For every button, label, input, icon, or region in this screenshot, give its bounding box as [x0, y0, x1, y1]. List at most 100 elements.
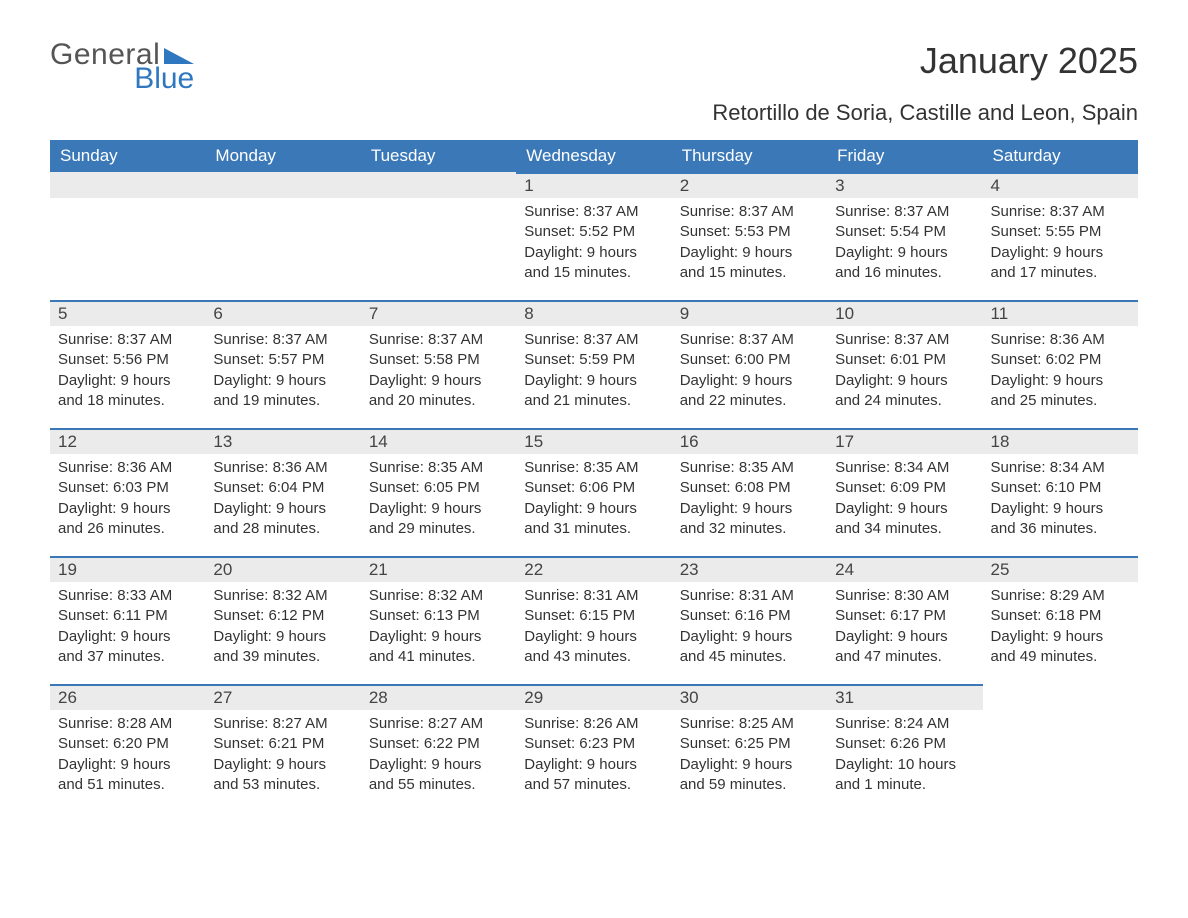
day-line-d1: Daylight: 9 hours [991, 371, 1130, 391]
day-line-d2: and 39 minutes. [213, 647, 352, 667]
day-line-d1: Daylight: 9 hours [369, 755, 508, 775]
day-body: Sunrise: 8:36 AMSunset: 6:02 PMDaylight:… [983, 326, 1138, 411]
day-line-d2: and 55 minutes. [369, 775, 508, 795]
day-line-d2: and 15 minutes. [524, 263, 663, 283]
day-number: 23 [672, 556, 827, 582]
day-line-d2: and 43 minutes. [524, 647, 663, 667]
day-number: 1 [516, 172, 671, 198]
day-line-d2: and 15 minutes. [680, 263, 819, 283]
day-body: Sunrise: 8:37 AMSunset: 5:53 PMDaylight:… [672, 198, 827, 283]
day-body: Sunrise: 8:25 AMSunset: 6:25 PMDaylight:… [672, 710, 827, 795]
day-body: Sunrise: 8:35 AMSunset: 6:06 PMDaylight:… [516, 454, 671, 539]
day-line-d1: Daylight: 9 hours [680, 499, 819, 519]
logo-triangle-icon [164, 44, 194, 64]
calendar-week-row: 12Sunrise: 8:36 AMSunset: 6:03 PMDayligh… [50, 428, 1138, 556]
calendar-cell: 7Sunrise: 8:37 AMSunset: 5:58 PMDaylight… [361, 300, 516, 428]
day-number: 3 [827, 172, 982, 198]
page-subtitle: Retortillo de Soria, Castille and Leon, … [50, 100, 1138, 126]
calendar-cell: 8Sunrise: 8:37 AMSunset: 5:59 PMDaylight… [516, 300, 671, 428]
calendar-cell: 2Sunrise: 8:37 AMSunset: 5:53 PMDaylight… [672, 172, 827, 300]
day-line-d2: and 36 minutes. [991, 519, 1130, 539]
weekday-header: Friday [827, 140, 982, 172]
weekday-header: Tuesday [361, 140, 516, 172]
day-number: 30 [672, 684, 827, 710]
day-body: Sunrise: 8:27 AMSunset: 6:22 PMDaylight:… [361, 710, 516, 795]
day-body: Sunrise: 8:35 AMSunset: 6:05 PMDaylight:… [361, 454, 516, 539]
day-line-d1: Daylight: 9 hours [680, 371, 819, 391]
day-line-sr: Sunrise: 8:36 AM [58, 458, 197, 478]
weekday-header: Monday [205, 140, 360, 172]
day-line-d1: Daylight: 9 hours [524, 755, 663, 775]
day-line-d1: Daylight: 9 hours [58, 499, 197, 519]
calendar-cell: 29Sunrise: 8:26 AMSunset: 6:23 PMDayligh… [516, 684, 671, 812]
day-body: Sunrise: 8:37 AMSunset: 5:58 PMDaylight:… [361, 326, 516, 411]
calendar-cell: 21Sunrise: 8:32 AMSunset: 6:13 PMDayligh… [361, 556, 516, 684]
day-number: 29 [516, 684, 671, 710]
day-line-ss: Sunset: 6:22 PM [369, 734, 508, 754]
day-number: 4 [983, 172, 1138, 198]
calendar-cell: 22Sunrise: 8:31 AMSunset: 6:15 PMDayligh… [516, 556, 671, 684]
day-line-d2: and 20 minutes. [369, 391, 508, 411]
day-body: Sunrise: 8:30 AMSunset: 6:17 PMDaylight:… [827, 582, 982, 667]
day-line-d2: and 25 minutes. [991, 391, 1130, 411]
day-line-ss: Sunset: 6:25 PM [680, 734, 819, 754]
day-line-sr: Sunrise: 8:37 AM [835, 202, 974, 222]
day-line-d1: Daylight: 9 hours [369, 499, 508, 519]
day-number: 7 [361, 300, 516, 326]
day-line-d1: Daylight: 9 hours [58, 755, 197, 775]
calendar-cell: 14Sunrise: 8:35 AMSunset: 6:05 PMDayligh… [361, 428, 516, 556]
day-line-ss: Sunset: 6:12 PM [213, 606, 352, 626]
day-number: 20 [205, 556, 360, 582]
day-line-sr: Sunrise: 8:37 AM [835, 330, 974, 350]
day-body: Sunrise: 8:36 AMSunset: 6:03 PMDaylight:… [50, 454, 205, 539]
page-title: January 2025 [920, 40, 1138, 82]
day-line-d1: Daylight: 9 hours [213, 499, 352, 519]
day-number: 22 [516, 556, 671, 582]
day-line-ss: Sunset: 6:18 PM [991, 606, 1130, 626]
calendar-cell: 18Sunrise: 8:34 AMSunset: 6:10 PMDayligh… [983, 428, 1138, 556]
day-line-sr: Sunrise: 8:35 AM [680, 458, 819, 478]
day-body: Sunrise: 8:27 AMSunset: 6:21 PMDaylight:… [205, 710, 360, 795]
day-line-ss: Sunset: 5:58 PM [369, 350, 508, 370]
day-line-ss: Sunset: 6:21 PM [213, 734, 352, 754]
day-line-d2: and 1 minute. [835, 775, 974, 795]
day-number: 28 [361, 684, 516, 710]
day-body: Sunrise: 8:37 AMSunset: 5:54 PMDaylight:… [827, 198, 982, 283]
calendar-cell [361, 172, 516, 300]
day-line-sr: Sunrise: 8:24 AM [835, 714, 974, 734]
weekday-header: Sunday [50, 140, 205, 172]
day-line-d1: Daylight: 9 hours [524, 243, 663, 263]
day-number: 19 [50, 556, 205, 582]
weekday-header: Wednesday [516, 140, 671, 172]
day-line-ss: Sunset: 6:04 PM [213, 478, 352, 498]
header: General Blue January 2025 [50, 40, 1138, 94]
day-line-d2: and 28 minutes. [213, 519, 352, 539]
calendar-cell: 25Sunrise: 8:29 AMSunset: 6:18 PMDayligh… [983, 556, 1138, 684]
day-line-d2: and 19 minutes. [213, 391, 352, 411]
weekday-header-row: Sunday Monday Tuesday Wednesday Thursday… [50, 140, 1138, 172]
day-line-d1: Daylight: 9 hours [213, 755, 352, 775]
day-line-sr: Sunrise: 8:37 AM [58, 330, 197, 350]
day-line-sr: Sunrise: 8:32 AM [369, 586, 508, 606]
day-line-ss: Sunset: 6:05 PM [369, 478, 508, 498]
day-line-ss: Sunset: 5:57 PM [213, 350, 352, 370]
day-line-d1: Daylight: 9 hours [835, 499, 974, 519]
day-line-d2: and 29 minutes. [369, 519, 508, 539]
day-line-d2: and 32 minutes. [680, 519, 819, 539]
day-line-d1: Daylight: 9 hours [991, 499, 1130, 519]
calendar-cell [983, 684, 1138, 812]
calendar-cell: 28Sunrise: 8:27 AMSunset: 6:22 PMDayligh… [361, 684, 516, 812]
day-line-d2: and 47 minutes. [835, 647, 974, 667]
calendar-cell: 12Sunrise: 8:36 AMSunset: 6:03 PMDayligh… [50, 428, 205, 556]
day-line-ss: Sunset: 5:59 PM [524, 350, 663, 370]
day-line-d2: and 37 minutes. [58, 647, 197, 667]
day-line-d2: and 18 minutes. [58, 391, 197, 411]
day-line-d1: Daylight: 9 hours [524, 499, 663, 519]
calendar-cell: 10Sunrise: 8:37 AMSunset: 6:01 PMDayligh… [827, 300, 982, 428]
day-line-ss: Sunset: 6:11 PM [58, 606, 197, 626]
day-line-ss: Sunset: 6:16 PM [680, 606, 819, 626]
day-body: Sunrise: 8:31 AMSunset: 6:15 PMDaylight:… [516, 582, 671, 667]
day-line-ss: Sunset: 5:55 PM [991, 222, 1130, 242]
day-number: 13 [205, 428, 360, 454]
day-line-d1: Daylight: 9 hours [680, 627, 819, 647]
